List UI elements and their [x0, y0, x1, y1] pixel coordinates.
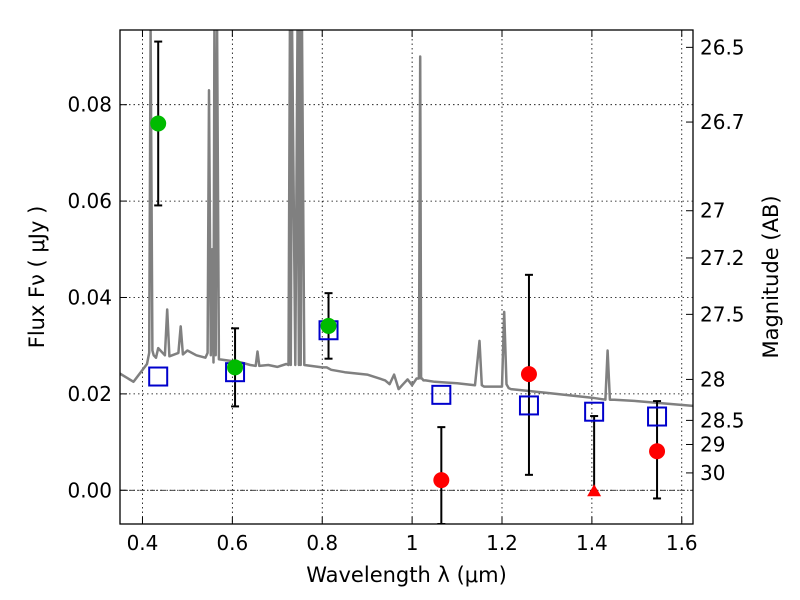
right-tick-label: 27 [700, 199, 725, 223]
flux-point [433, 472, 450, 489]
flux-point [150, 115, 167, 132]
axis-ticks: 0.4 0.6 0.8 1 1.2 1.4 1.6 0.00 0.02 0.04 0.06 0.08 2… [67, 30, 745, 555]
flux-point [649, 443, 666, 460]
x-tick-label: 1 [406, 531, 419, 555]
grid [120, 30, 693, 524]
upper-limit-marker [587, 484, 602, 497]
right-tick-label: 27.2 [700, 246, 745, 270]
right-tick-label: 28 [700, 367, 725, 391]
x-tick-label: 1.6 [666, 531, 698, 555]
model-flux-square [431, 384, 452, 405]
right-tick-label: 29 [700, 432, 725, 456]
x-tick-label: 0.6 [216, 531, 248, 555]
right-axis-label: Magnitude (AB) [759, 195, 783, 358]
plot-frame [119, 29, 694, 525]
x-tick-label: 1.4 [576, 531, 608, 555]
flux-point [520, 366, 537, 383]
y-tick-label: 0.00 [67, 478, 112, 502]
x-axis-label: Wavelength λ (μm) [306, 563, 507, 587]
x-tick-label: 0.4 [127, 531, 159, 555]
flux-point [320, 317, 337, 334]
right-tick-label: 30 [700, 461, 725, 485]
model-flux-square [647, 406, 668, 427]
model-flux-square [584, 401, 605, 422]
model-flux-square [518, 395, 539, 416]
y-axis-label: Flux Fν ( μJy ) [25, 206, 49, 349]
y-tick-label: 0.04 [67, 285, 112, 309]
flux-point [227, 359, 244, 376]
right-tick-label: 28.5 [700, 408, 745, 432]
right-tick-label: 26.5 [700, 35, 745, 59]
y-tick-label: 0.02 [67, 382, 112, 406]
x-tick-label: 0.8 [306, 531, 338, 555]
y-tick-label: 0.06 [67, 189, 112, 213]
x-tick-label: 1.2 [486, 531, 518, 555]
plot-area [120, 30, 693, 524]
right-tick-label: 26.7 [700, 110, 745, 134]
y-tick-label: 0.08 [67, 93, 112, 117]
spectrum-line [120, 30, 693, 408]
model-flux-square [148, 366, 169, 387]
right-tick-label: 27.5 [700, 302, 745, 326]
